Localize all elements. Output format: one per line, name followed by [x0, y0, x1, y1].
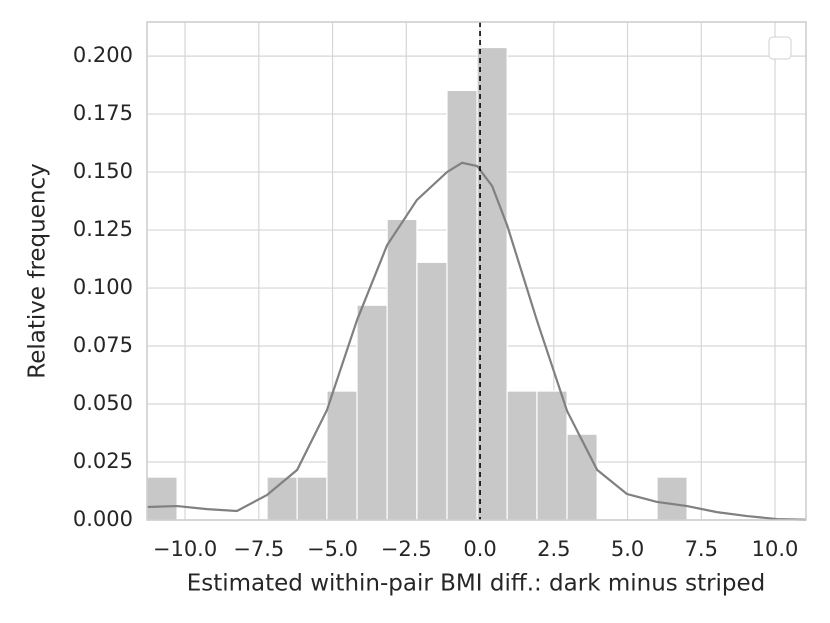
kde-line [146, 161, 807, 521]
bar [146, 476, 178, 521]
bar [476, 46, 508, 521]
x-tick-label: 7.5 [685, 537, 718, 561]
y-tick-label: 0.175 [73, 101, 133, 125]
bar [326, 390, 358, 521]
y-tick-label: 0.050 [73, 391, 133, 415]
y-tick-label: 0.075 [73, 333, 133, 357]
x-axis-label: Estimated within-pair BMI diff.: dark mi… [187, 571, 766, 597]
plot-frame [146, 21, 807, 521]
y-axis-label: Relative frequency [25, 163, 51, 378]
bar [506, 390, 538, 521]
y-tick-label: 0.200 [73, 43, 133, 67]
x-tick-label: −10.0 [153, 537, 217, 561]
bar [446, 89, 478, 521]
plot-layer [146, 22, 807, 521]
x-tick-label: −7.5 [233, 537, 284, 561]
x-tick-label: 2.5 [537, 537, 570, 561]
x-tick-label: 0.0 [463, 537, 496, 561]
bar [386, 218, 418, 521]
legend-box [768, 36, 792, 60]
y-tick-label: 0.150 [73, 159, 133, 183]
bar [566, 433, 598, 521]
y-tick-label: 0.000 [73, 507, 133, 531]
bar [416, 261, 448, 521]
bar [296, 476, 328, 521]
bar [656, 476, 688, 521]
x-tick-label: 5.0 [611, 537, 644, 561]
x-tick-label: −2.5 [381, 537, 432, 561]
y-tick-label: 0.100 [73, 275, 133, 299]
bar [536, 390, 568, 521]
y-tick-label: 0.025 [73, 449, 133, 473]
x-tick-label: −5.0 [307, 537, 358, 561]
bar [356, 304, 388, 521]
y-tick-label: 0.125 [73, 217, 133, 241]
x-tick-label: 10.0 [752, 537, 799, 561]
